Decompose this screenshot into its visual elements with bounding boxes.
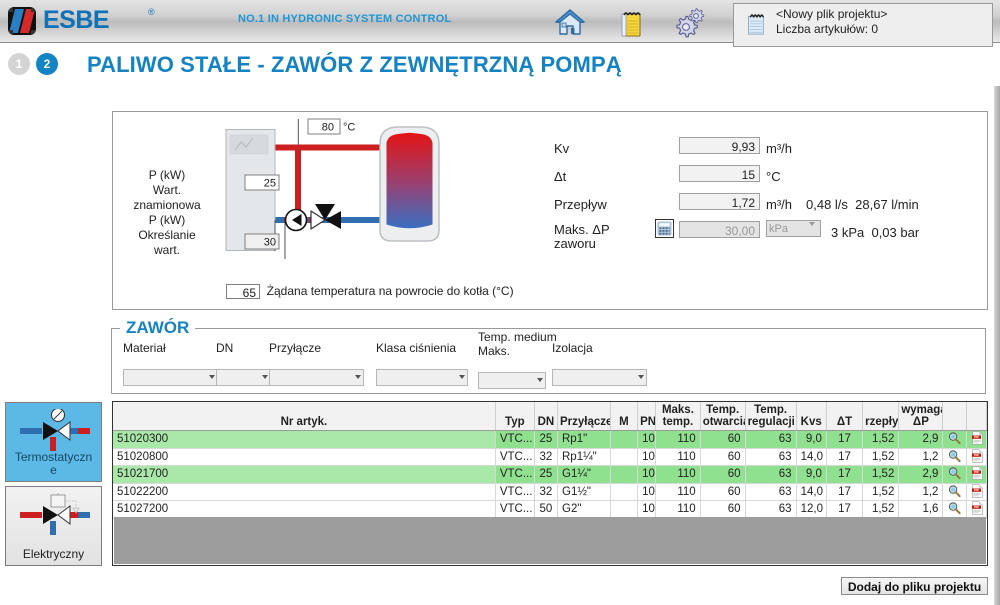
svg-text:25: 25 [264,178,276,190]
svg-text:PDF: PDF [973,505,979,509]
svg-text:80: 80 [322,122,334,134]
svg-text:30: 30 [264,237,276,249]
svg-text:PDF: PDF [973,453,979,457]
svg-text:°C: °C [343,122,355,134]
svg-text:PDF: PDF [973,488,979,492]
svg-text:PDF: PDF [973,470,979,474]
svg-text:PDF: PDF [973,435,979,439]
